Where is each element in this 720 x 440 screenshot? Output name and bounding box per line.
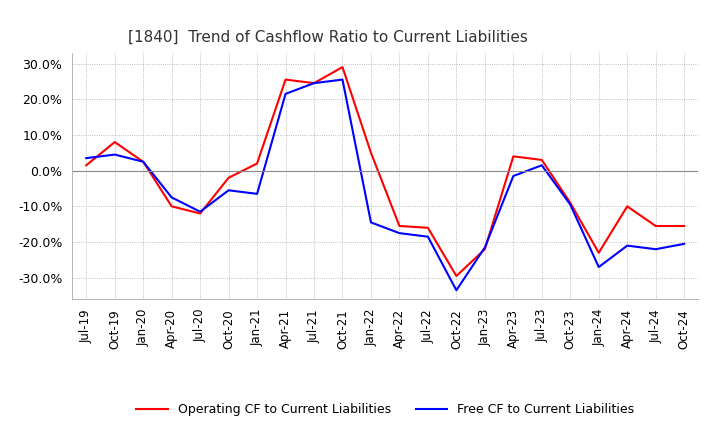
Free CF to Current Liabilities xyxy=(680,241,688,246)
Operating CF to Current Liabilities xyxy=(452,273,461,279)
Free CF to Current Liabilities xyxy=(509,173,518,179)
Text: [1840]  Trend of Cashflow Ratio to Current Liabilities: [1840] Trend of Cashflow Ratio to Curren… xyxy=(128,29,528,45)
Free CF to Current Liabilities xyxy=(139,159,148,165)
Operating CF to Current Liabilities xyxy=(680,224,688,229)
Legend: Operating CF to Current Liabilities, Free CF to Current Liabilities: Operating CF to Current Liabilities, Fre… xyxy=(131,398,639,421)
Operating CF to Current Liabilities xyxy=(282,77,290,82)
Free CF to Current Liabilities xyxy=(623,243,631,248)
Operating CF to Current Liabilities xyxy=(537,157,546,162)
Free CF to Current Liabilities xyxy=(480,245,489,250)
Free CF to Current Liabilities xyxy=(282,91,290,96)
Line: Operating CF to Current Liabilities: Operating CF to Current Liabilities xyxy=(86,67,684,276)
Operating CF to Current Liabilities xyxy=(423,225,432,231)
Free CF to Current Liabilities xyxy=(537,163,546,168)
Free CF to Current Liabilities xyxy=(452,288,461,293)
Free CF to Current Liabilities xyxy=(423,234,432,239)
Operating CF to Current Liabilities xyxy=(225,175,233,180)
Free CF to Current Liabilities xyxy=(225,187,233,193)
Operating CF to Current Liabilities xyxy=(595,250,603,255)
Free CF to Current Liabilities xyxy=(167,195,176,200)
Operating CF to Current Liabilities xyxy=(623,204,631,209)
Operating CF to Current Liabilities xyxy=(480,246,489,252)
Operating CF to Current Liabilities xyxy=(167,204,176,209)
Operating CF to Current Liabilities xyxy=(82,163,91,168)
Free CF to Current Liabilities xyxy=(395,231,404,236)
Operating CF to Current Liabilities xyxy=(395,224,404,229)
Line: Free CF to Current Liabilities: Free CF to Current Liabilities xyxy=(86,80,684,290)
Free CF to Current Liabilities xyxy=(253,191,261,197)
Operating CF to Current Liabilities xyxy=(196,211,204,216)
Operating CF to Current Liabilities xyxy=(110,139,119,145)
Free CF to Current Liabilities xyxy=(82,155,91,161)
Free CF to Current Liabilities xyxy=(595,264,603,270)
Operating CF to Current Liabilities xyxy=(310,81,318,86)
Free CF to Current Liabilities xyxy=(310,81,318,86)
Free CF to Current Liabilities xyxy=(338,77,347,82)
Free CF to Current Liabilities xyxy=(652,246,660,252)
Free CF to Current Liabilities xyxy=(566,202,575,207)
Free CF to Current Liabilities xyxy=(366,220,375,225)
Operating CF to Current Liabilities xyxy=(566,200,575,205)
Free CF to Current Liabilities xyxy=(196,209,204,214)
Operating CF to Current Liabilities xyxy=(253,161,261,166)
Operating CF to Current Liabilities xyxy=(509,154,518,159)
Operating CF to Current Liabilities xyxy=(366,150,375,155)
Operating CF to Current Liabilities xyxy=(139,159,148,165)
Operating CF to Current Liabilities xyxy=(338,64,347,70)
Free CF to Current Liabilities xyxy=(110,152,119,157)
Operating CF to Current Liabilities xyxy=(652,224,660,229)
